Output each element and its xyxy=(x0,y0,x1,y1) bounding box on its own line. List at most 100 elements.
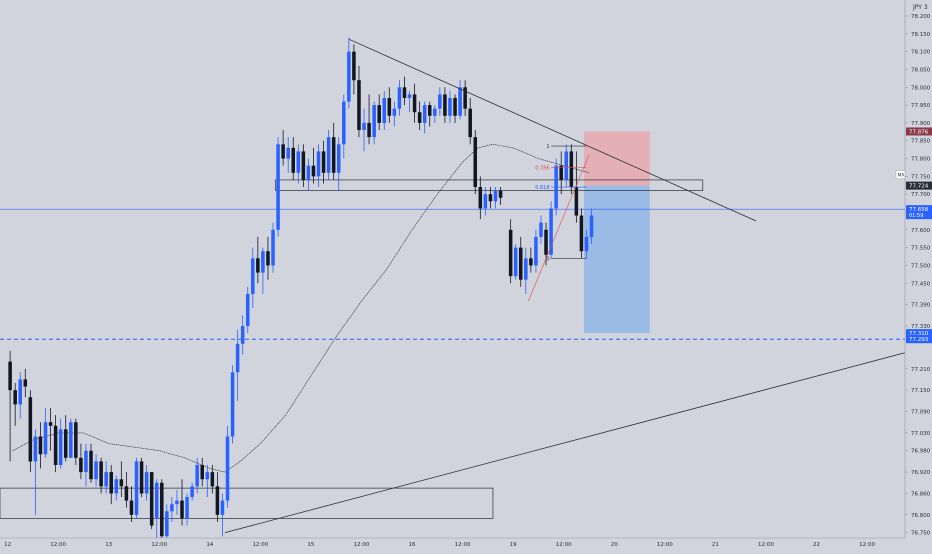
time-tick-label: 14 xyxy=(206,542,213,548)
candle-body xyxy=(23,379,28,387)
price-tick-label: 78.200 xyxy=(911,14,931,20)
zone-box-1 xyxy=(0,487,494,519)
candle-body xyxy=(336,144,341,173)
position-zones xyxy=(583,131,650,334)
time-axis-bg xyxy=(0,538,932,550)
candle-body xyxy=(205,472,210,480)
price-tick-label: 77.850 xyxy=(911,139,931,145)
candle-body xyxy=(518,247,523,280)
price-tick-label: 77.700 xyxy=(911,192,931,198)
fib-retracement: 1 0.786 0.618 0 xyxy=(527,144,590,302)
price-tick-label: 77.390 xyxy=(911,303,931,309)
candle-body xyxy=(433,108,437,116)
price-tick-label: 77.030 xyxy=(911,431,931,437)
candle-body xyxy=(387,97,392,116)
candle-body xyxy=(397,87,402,109)
fib-level-label: 0 xyxy=(546,256,549,262)
candle-body xyxy=(281,144,285,159)
candle-body xyxy=(321,151,326,173)
fib-trend-line xyxy=(527,154,590,302)
candle-body xyxy=(382,97,387,123)
price-tick-label: 78.000 xyxy=(911,85,931,91)
candle-body xyxy=(513,247,518,277)
time-tick-label: 15 xyxy=(307,542,314,548)
candle-body xyxy=(114,479,119,494)
candle-body xyxy=(367,122,371,138)
price-tick-label: 77.900 xyxy=(911,121,931,127)
candle-body xyxy=(473,137,478,188)
candle-body xyxy=(18,379,22,405)
candle-body xyxy=(574,187,579,216)
trendline-0 xyxy=(348,38,757,222)
candle-body xyxy=(165,511,169,537)
candle-body xyxy=(584,236,589,252)
candle-body xyxy=(296,151,301,173)
fib-level-label: 0.786 xyxy=(535,165,549,171)
candle-body xyxy=(119,479,124,487)
price-tick-label: 77.600 xyxy=(911,228,931,234)
price-tick-label: 76.750 xyxy=(911,531,931,537)
price-tick-label: 77.210 xyxy=(911,367,931,373)
price-tick-label: 76.800 xyxy=(911,513,931,519)
candle-body xyxy=(407,94,412,98)
candle-body xyxy=(417,112,422,123)
candle-body xyxy=(225,436,230,501)
candle-body xyxy=(200,464,205,480)
candle-body xyxy=(235,343,240,373)
candle-body xyxy=(170,504,174,512)
candle-body xyxy=(559,165,563,180)
candle-body xyxy=(53,425,58,465)
candle-body xyxy=(48,422,53,426)
candle-body xyxy=(458,87,462,116)
candle-body xyxy=(589,215,594,237)
candle-body xyxy=(483,194,488,209)
candle-body xyxy=(372,105,376,138)
price-tick-label: 77.950 xyxy=(911,103,931,109)
candle-body xyxy=(134,461,139,515)
rectangles xyxy=(0,179,704,519)
price-tick-label: 76.920 xyxy=(911,470,931,476)
candle-body xyxy=(8,361,12,391)
price-tag-label: 77.724 xyxy=(909,184,929,190)
candle-body xyxy=(402,87,407,98)
candle-body xyxy=(453,97,457,116)
time-axis[interactable]: 12 12:00 13 12:00 14 12:00 15 12:00 16 12:00 19 12:… xyxy=(0,537,932,550)
candle-body xyxy=(564,151,569,180)
price-tag-bg xyxy=(906,329,932,338)
candle-body xyxy=(94,461,98,480)
price-axis[interactable]: 78.200 78.150 78.100 78.050 78.000 77.950 77.9… xyxy=(904,0,932,550)
candle-body xyxy=(276,144,280,230)
price-tag-label: 77.310 xyxy=(909,331,929,337)
candle-body xyxy=(443,94,447,116)
time-tick-label: 20 xyxy=(611,542,618,548)
candle-body xyxy=(422,105,427,123)
candle-body xyxy=(377,105,381,123)
candle-body xyxy=(579,215,584,252)
price-tag-label: 77.293 xyxy=(909,337,929,343)
candle-body xyxy=(99,461,103,487)
candle-body xyxy=(109,472,113,494)
zone-box-0 xyxy=(275,179,704,191)
candle-body xyxy=(301,151,306,180)
price-tick-label: 77.150 xyxy=(911,388,931,394)
candle-body xyxy=(271,229,275,266)
candle-body xyxy=(190,486,194,498)
candle-body xyxy=(529,258,533,266)
ma-line xyxy=(12,143,590,473)
candle-body xyxy=(286,147,290,159)
candle-body xyxy=(139,461,144,494)
candle-body xyxy=(488,194,493,202)
candle-body xyxy=(427,105,432,116)
candle-body xyxy=(84,450,88,473)
price-tick-label: 78.150 xyxy=(911,32,931,38)
candle-body xyxy=(33,436,38,462)
candle-body xyxy=(144,472,149,494)
candle-body xyxy=(311,165,316,177)
candle-body xyxy=(89,450,93,480)
fib-level-label: 1 xyxy=(546,144,549,150)
candle-body xyxy=(129,500,134,515)
candle-body xyxy=(195,464,199,487)
